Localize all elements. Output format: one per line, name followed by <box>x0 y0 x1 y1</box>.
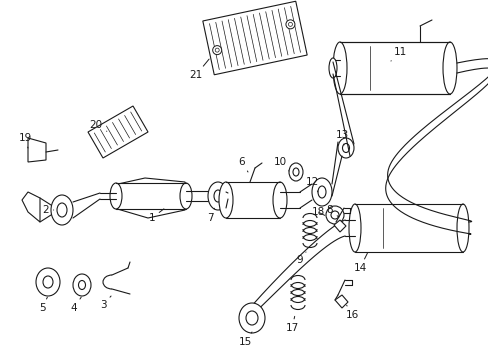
Ellipse shape <box>239 303 264 333</box>
Text: 17: 17 <box>285 316 298 333</box>
Polygon shape <box>114 178 187 218</box>
Ellipse shape <box>288 163 303 181</box>
Ellipse shape <box>180 183 192 209</box>
Ellipse shape <box>57 203 67 217</box>
Ellipse shape <box>110 183 122 209</box>
Ellipse shape <box>207 182 227 210</box>
Ellipse shape <box>219 182 232 218</box>
Text: 11: 11 <box>390 47 406 61</box>
Ellipse shape <box>456 204 468 252</box>
Ellipse shape <box>79 280 85 289</box>
Text: 5: 5 <box>39 297 47 313</box>
Text: 3: 3 <box>100 296 111 310</box>
Text: 13: 13 <box>335 130 348 145</box>
Ellipse shape <box>212 46 221 55</box>
Text: 12: 12 <box>305 177 318 192</box>
Text: 10: 10 <box>273 157 288 171</box>
Ellipse shape <box>73 274 91 296</box>
Ellipse shape <box>330 211 338 219</box>
Ellipse shape <box>43 276 53 288</box>
Ellipse shape <box>215 48 219 52</box>
Text: 15: 15 <box>238 332 251 347</box>
Ellipse shape <box>325 206 343 224</box>
Text: 8: 8 <box>326 205 338 217</box>
Text: 21: 21 <box>189 59 209 80</box>
Ellipse shape <box>332 42 346 94</box>
Text: 20: 20 <box>89 120 106 131</box>
Polygon shape <box>28 138 46 162</box>
Ellipse shape <box>292 168 298 176</box>
Polygon shape <box>22 192 40 222</box>
Text: 4: 4 <box>71 297 81 313</box>
Ellipse shape <box>328 58 336 78</box>
Ellipse shape <box>285 20 294 29</box>
Ellipse shape <box>36 268 60 296</box>
Ellipse shape <box>245 311 258 325</box>
Text: 6: 6 <box>238 157 247 172</box>
Ellipse shape <box>442 42 456 94</box>
Polygon shape <box>203 1 306 75</box>
Ellipse shape <box>317 186 325 198</box>
Text: 9: 9 <box>296 252 305 265</box>
Polygon shape <box>339 42 449 94</box>
Polygon shape <box>333 220 346 232</box>
Ellipse shape <box>337 138 353 158</box>
Text: 18: 18 <box>311 207 324 217</box>
Ellipse shape <box>348 204 360 252</box>
Ellipse shape <box>214 190 222 202</box>
Text: 19: 19 <box>19 133 32 148</box>
Text: 14: 14 <box>353 253 366 273</box>
Ellipse shape <box>288 22 292 26</box>
Text: 16: 16 <box>345 305 358 320</box>
Text: 2: 2 <box>42 205 54 215</box>
Polygon shape <box>334 295 347 308</box>
Ellipse shape <box>272 182 286 218</box>
Ellipse shape <box>342 144 349 153</box>
Text: 7: 7 <box>206 208 214 223</box>
Text: 1: 1 <box>148 209 163 223</box>
Ellipse shape <box>51 195 73 225</box>
Polygon shape <box>88 106 148 158</box>
Ellipse shape <box>311 178 331 206</box>
